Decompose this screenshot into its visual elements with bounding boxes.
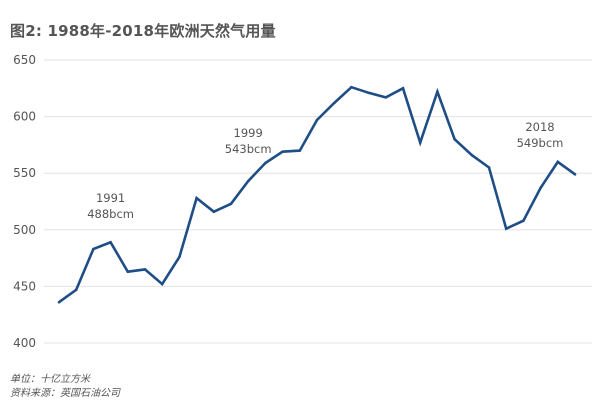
- y-tick-label: 500: [13, 223, 36, 237]
- annotation-year: 1991: [96, 191, 125, 205]
- data-point-1988: [57, 300, 61, 304]
- annotation-value: 543bcm: [225, 142, 272, 156]
- annotation-value: 549bcm: [517, 136, 564, 150]
- data-point-2011: [453, 137, 456, 141]
- unit-note: 单位：十亿立方米: [10, 374, 90, 385]
- gridlines: [44, 59, 592, 344]
- data-point-1999: [246, 179, 250, 183]
- source-note: 资料来源：英国石油公司: [10, 388, 120, 399]
- data-point-1989: [74, 288, 78, 292]
- data-point-2010: [436, 90, 439, 93]
- data-point-1994: [160, 282, 164, 286]
- data-point-2009: [418, 141, 422, 144]
- y-tick-label: 600: [13, 110, 36, 124]
- data-point-2013: [487, 166, 491, 169]
- data-point-2018: [573, 173, 577, 176]
- annotations: 1991 488bcm 1999 543bcm 2018 549bcm: [87, 120, 563, 221]
- data-point-2000: [264, 161, 267, 165]
- data-point-2008: [401, 87, 405, 90]
- data-point-1997: [212, 210, 216, 213]
- data-point-1993: [143, 268, 147, 271]
- data-point-2002: [298, 149, 302, 152]
- data-point-2006: [367, 91, 370, 95]
- annotation-value: 488bcm: [87, 207, 134, 221]
- data-point-2003: [315, 118, 319, 122]
- data-point-2001: [281, 150, 284, 153]
- annotation-year: 1999: [234, 126, 263, 140]
- y-tick-label: 450: [13, 279, 36, 293]
- data-point-1991: [109, 240, 112, 244]
- data-point-1990: [92, 247, 95, 251]
- data-point-1995: [178, 255, 181, 259]
- data-point-1996: [195, 196, 198, 200]
- data-point-2015: [522, 219, 525, 223]
- data-point-2007: [384, 96, 388, 99]
- data-point-2014: [504, 227, 508, 230]
- series-layer: [57, 85, 577, 304]
- data-point-2016: [539, 186, 542, 190]
- footnotes: 单位：十亿立方米 资料来源：英国石油公司: [10, 373, 120, 401]
- data-point-2017: [556, 160, 560, 164]
- y-axis-tick-labels: 400 450 500 550 600 650: [13, 53, 36, 350]
- annotation-year: 2018: [525, 120, 554, 134]
- data-point-1992: [126, 270, 130, 273]
- data-point-1998: [229, 202, 233, 206]
- data-point-2004: [332, 101, 336, 105]
- y-tick-label: 650: [13, 53, 36, 67]
- data-point-2012: [470, 153, 474, 157]
- chart-title: 图2: 1988年-2018年欧洲天然气用量: [10, 22, 276, 40]
- data-point-2005: [350, 85, 353, 89]
- y-tick-label: 400: [13, 336, 36, 350]
- y-tick-label: 550: [13, 166, 36, 180]
